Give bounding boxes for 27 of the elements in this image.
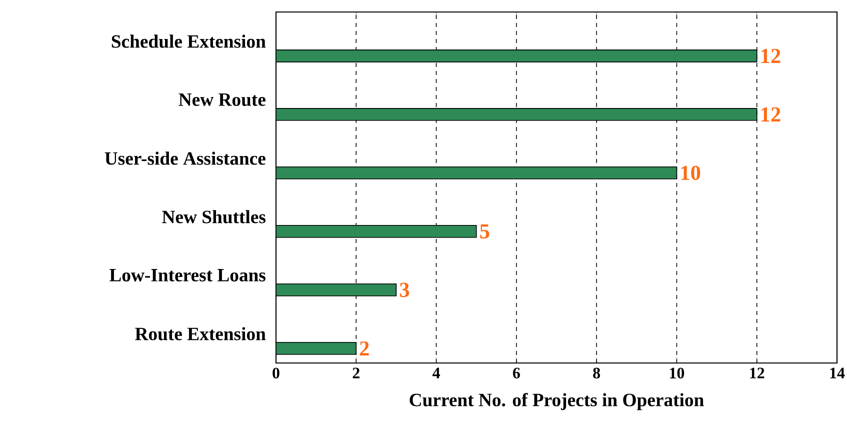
- y-tick-label: User-side Assistance: [104, 152, 266, 165]
- bar: [276, 50, 758, 62]
- bar: [276, 166, 678, 180]
- y-tick-label: New Shuttles: [162, 210, 266, 224]
- data-label: 10: [681, 166, 700, 180]
- y-tick-label: Schedule Extension: [112, 34, 266, 48]
- data-label: 12: [762, 107, 780, 122]
- y-tick-label: Low-Interest Loans: [110, 269, 266, 282]
- bar: [276, 225, 477, 238]
- bar: [276, 284, 397, 296]
- y-tick-label: Route Extension: [135, 327, 266, 340]
- x-tick-label: 0: [272, 368, 280, 378]
- y-tick-label: New Route: [178, 94, 266, 106]
- data-label: 3: [400, 282, 410, 298]
- x-tick-label: 2: [352, 368, 360, 378]
- data-label: 2: [360, 341, 369, 356]
- bar: [276, 108, 758, 121]
- x-tick-label: 14: [830, 368, 845, 378]
- data-label: 12: [762, 48, 780, 63]
- x-tick-label: 8: [593, 368, 600, 378]
- x-tick-label: 10: [670, 368, 684, 378]
- data-label: 5: [480, 224, 490, 238]
- x-tick-label: 6: [512, 368, 520, 378]
- x-tick-label: 12: [750, 368, 764, 378]
- x-axis-title: Current No. of Projects in Operation: [410, 392, 704, 410]
- bar: [276, 342, 357, 355]
- x-tick-label: 4: [432, 368, 440, 378]
